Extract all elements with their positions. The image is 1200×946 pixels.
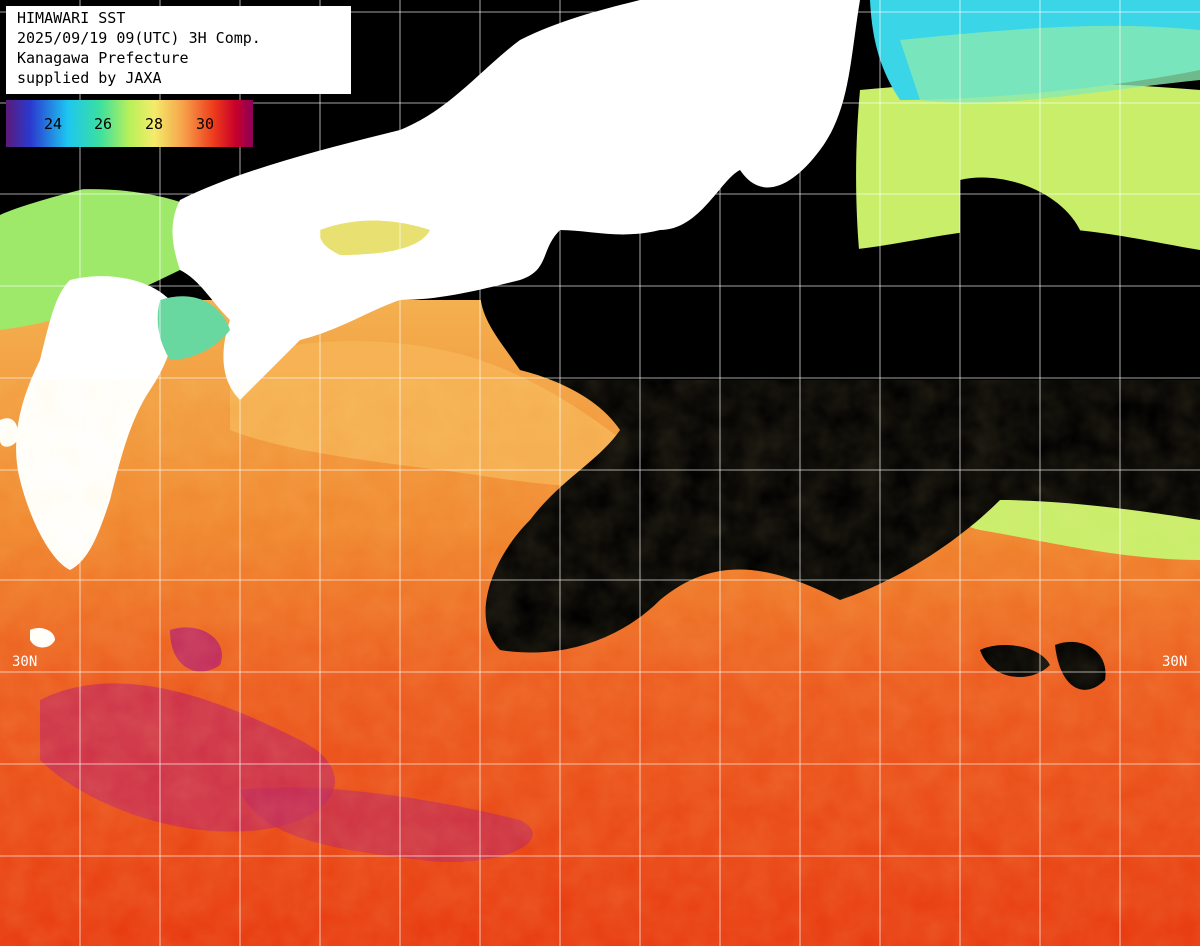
title-credit: supplied by JAXA — [17, 69, 162, 87]
color-legend: 24 26 28 30 — [6, 100, 253, 147]
title-product: HIMAWARI SST — [17, 9, 126, 27]
title-region: Kanagawa Prefecture — [17, 49, 189, 67]
lat-label-right: 30N — [1162, 654, 1188, 670]
cool-sea-north — [0, 189, 200, 330]
title-box: HIMAWARI SST 2025/09/19 09(UTC) 3H Comp.… — [6, 6, 351, 94]
legend-tick-28: 28 — [145, 115, 164, 133]
land-honshu — [172, 0, 860, 400]
cloud-mask-east-cells — [960, 177, 1152, 368]
title-datetime: 2025/09/19 09(UTC) 3H Comp. — [17, 29, 261, 47]
lat-label-left: 30N — [12, 654, 38, 670]
legend-colorbar — [6, 100, 253, 147]
legend-tick-30: 30 — [196, 115, 215, 133]
cool-water-northeast-band — [900, 25, 1200, 103]
inland-sea-strip — [319, 220, 430, 255]
coastal-cool-strip — [157, 296, 230, 360]
legend-tick-24: 24 — [44, 115, 63, 133]
legend-tick-26: 26 — [94, 115, 113, 133]
